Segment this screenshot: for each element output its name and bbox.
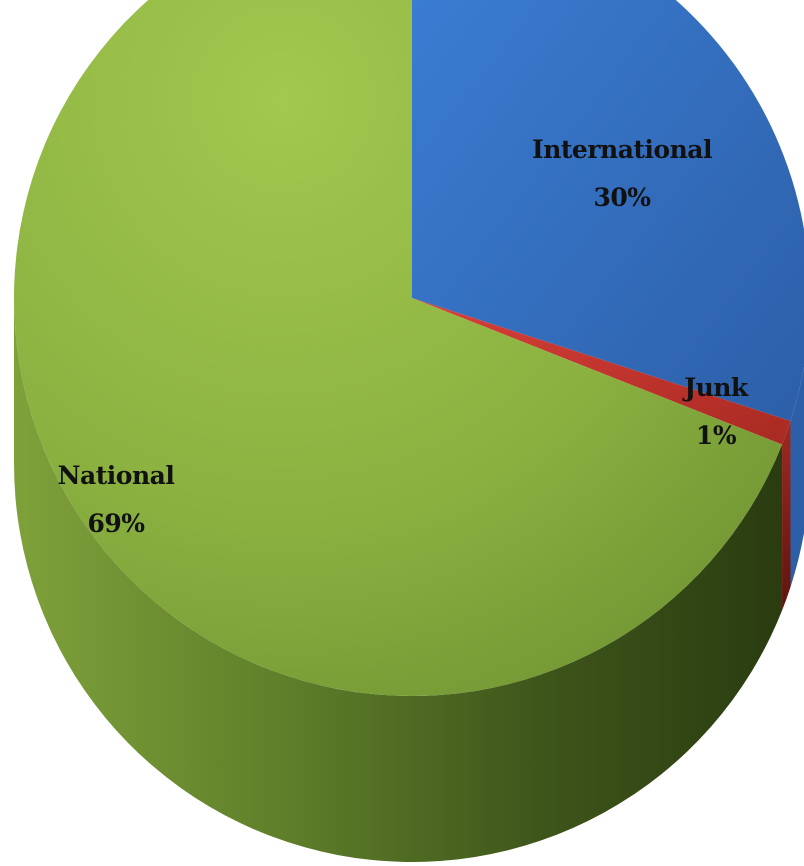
slice-label-national: National [58,461,175,490]
slice-percent-junk: 1% [696,421,737,450]
pie-slice-junk [412,298,791,445]
pie-sides [14,298,804,862]
pie-slices [14,0,804,696]
pie-side-international [790,366,804,587]
pie-slice-international [412,0,804,421]
slice-percent-international: 30% [593,183,651,212]
pie-labels: International 30% Junk 1% National 69% [58,135,750,538]
pie-side-junk [782,420,791,611]
pie-side-national [14,298,783,862]
slice-label-junk: Junk [682,373,749,402]
slice-label-international: International [532,135,712,164]
pie-slice-national [14,0,783,696]
slice-percent-national: 69% [87,509,145,538]
